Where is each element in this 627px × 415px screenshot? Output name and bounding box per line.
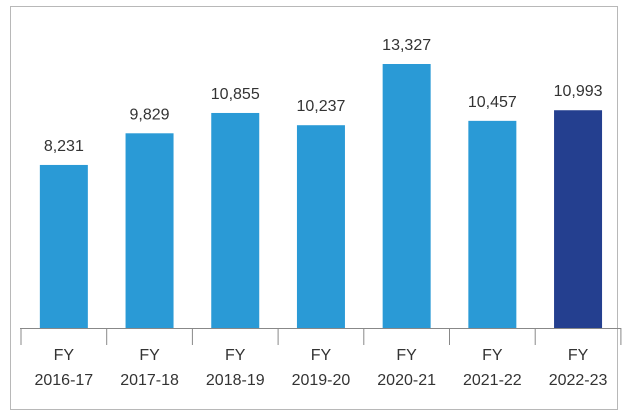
value-label: 10,457: [468, 94, 517, 111]
bar: [125, 133, 174, 328]
x-tick-label: FY 2019-20: [291, 347, 351, 389]
frame: [10, 6, 618, 410]
bar: [554, 110, 603, 328]
value-label: 9,829: [130, 106, 170, 123]
bar: [296, 125, 345, 328]
bar: [39, 164, 88, 328]
value-label: 10,993: [554, 83, 603, 100]
x-tick-label: FY 2017-18: [120, 347, 179, 389]
bar: [211, 112, 260, 328]
x-tick-label: FY 2018-19: [205, 347, 265, 389]
value-label: 13,327: [382, 37, 431, 54]
value-label: 10,855: [211, 86, 260, 103]
value-label: 8,231: [44, 138, 84, 155]
x-tick-label: FY 2022-23: [548, 347, 608, 389]
x-tick-label: FY 2021-22: [462, 347, 522, 389]
x-tick-label: FY 2016-17: [34, 347, 94, 389]
x-tick-label: FY 2020-21: [377, 347, 436, 389]
bar: [382, 64, 431, 328]
bar: [468, 120, 517, 329]
value-label: 10,237: [296, 98, 345, 115]
